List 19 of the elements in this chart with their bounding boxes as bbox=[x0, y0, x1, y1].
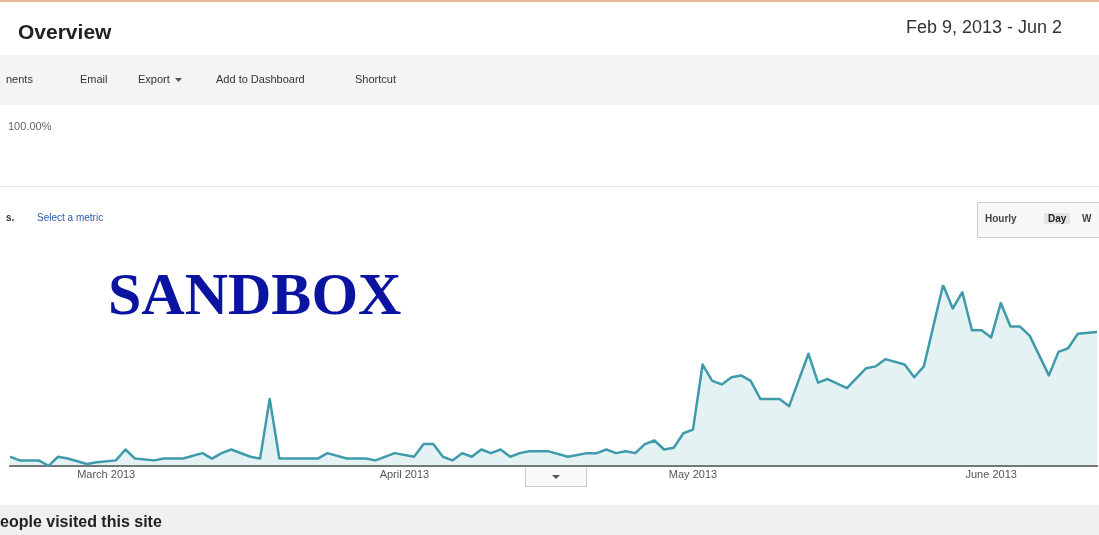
text: Shortcut bbox=[355, 73, 396, 85]
text: Day bbox=[1044, 213, 1071, 224]
x-tick-label: June 2013 bbox=[965, 468, 1017, 481]
text: Export bbox=[138, 73, 171, 85]
x-tick-label: March 2013 bbox=[77, 468, 136, 481]
text: Select a metric bbox=[37, 212, 104, 223]
text: nents bbox=[6, 73, 33, 85]
text: 100.00% bbox=[8, 120, 52, 132]
text: Hourly bbox=[985, 213, 1017, 224]
chart-title: Overview bbox=[18, 20, 112, 44]
x-tick-label: May 2013 bbox=[668, 468, 718, 481]
text: Add to Dashboard bbox=[216, 73, 305, 85]
text: s. bbox=[6, 212, 15, 223]
annotation: SANDBOX bbox=[108, 260, 402, 329]
x-tick-label: April 2013 bbox=[379, 468, 430, 481]
text: Email bbox=[80, 73, 108, 85]
chart-subtitle: Feb 9, 2013 - Jun 2 bbox=[906, 17, 1063, 38]
text: W bbox=[1082, 213, 1092, 224]
text: eople visited this site bbox=[0, 513, 162, 531]
